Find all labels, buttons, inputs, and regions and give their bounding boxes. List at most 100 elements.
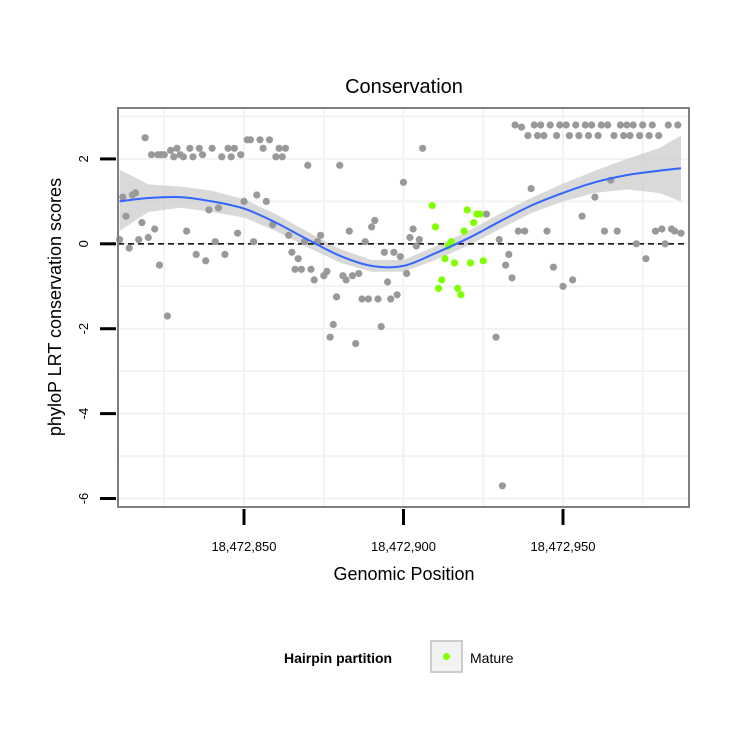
data-point-other [671, 227, 679, 235]
data-point-other [214, 204, 223, 212]
data-point-other [514, 227, 522, 235]
data-point-other [527, 185, 535, 193]
data-point-other [578, 212, 586, 220]
data-point-other [530, 121, 538, 129]
data-point-mature [428, 202, 436, 210]
data-point-other [183, 227, 191, 235]
y-axis-title: phyloP LRT conservation scores [45, 178, 65, 436]
data-point-other [195, 144, 203, 152]
y-axis: -6 -4 -2 0 2 [76, 155, 116, 504]
data-point-other [272, 153, 280, 161]
data-point-other [329, 320, 337, 329]
smooth-fit-line [119, 167, 682, 269]
data-point-other [390, 248, 398, 256]
data-point-other [265, 136, 274, 144]
data-point-other [562, 121, 570, 129]
data-point-mature [431, 223, 439, 231]
data-point-other [495, 236, 503, 244]
data-point-other [227, 153, 235, 161]
data-point-mature [435, 284, 443, 292]
data-point-other [179, 153, 187, 161]
data-point-mature [438, 276, 446, 284]
data-point-other [230, 144, 238, 152]
data-point-other [256, 136, 264, 144]
data-point-other [632, 240, 641, 248]
data-point-other [639, 121, 647, 129]
data-point-other [498, 482, 506, 490]
data-point-other [262, 197, 270, 205]
data-point-other [559, 282, 567, 290]
data-point-other [291, 265, 299, 273]
data-point-other [326, 333, 334, 341]
data-point-other [537, 121, 545, 129]
data-point-other [221, 250, 229, 258]
data-point-other [141, 134, 149, 142]
data-point-other [492, 333, 500, 341]
y-tick-label: -6 [76, 493, 91, 505]
data-point-other [135, 236, 143, 244]
data-point-other [636, 132, 644, 140]
data-point-other [419, 144, 427, 152]
data-point-other [119, 193, 127, 201]
data-point-other [240, 197, 248, 205]
data-point-other [310, 276, 318, 284]
data-point-other [626, 132, 634, 140]
data-point-other [651, 227, 660, 235]
data-point-other [380, 248, 388, 256]
data-point-other [275, 144, 283, 152]
data-point-other [211, 238, 219, 246]
data-point-other [125, 244, 133, 252]
data-point-other [387, 295, 395, 303]
data-point-other [294, 255, 302, 263]
data-point-other [384, 278, 392, 286]
data-point-other [253, 191, 261, 199]
data-point-other [288, 248, 296, 256]
data-point-other [332, 293, 341, 301]
panel-border [117, 107, 690, 508]
data-point-mature [463, 206, 471, 214]
data-point-other [565, 132, 574, 140]
data-point-other [616, 121, 625, 129]
data-point-other [355, 269, 363, 278]
data-point-other [358, 295, 366, 303]
data-point-other [588, 121, 596, 129]
confidence-ribbon-layer [119, 135, 682, 272]
data-point-other [218, 153, 226, 161]
data-point-other [623, 121, 631, 129]
data-point-other [281, 144, 290, 152]
confidence-ribbon [119, 135, 682, 272]
data-point-other [546, 121, 554, 129]
y-tick-label: -4 [76, 408, 91, 420]
data-point-other [317, 231, 325, 239]
data-point-other [482, 210, 490, 218]
legend-title: Hairpin partition [284, 650, 392, 666]
data-point-other [138, 219, 146, 227]
data-point-mature [460, 227, 468, 235]
x-axis-title: Genomic Position [333, 564, 474, 584]
data-point-other [648, 121, 656, 129]
data-point-other [591, 193, 599, 201]
data-point-other [189, 153, 197, 161]
data-point-other [533, 132, 542, 140]
data-point-other [371, 216, 379, 225]
data-point-other [508, 274, 516, 282]
data-point-mature [470, 219, 478, 227]
data-point-other [361, 238, 369, 246]
data-point-other [517, 123, 526, 131]
data-point-other [396, 253, 404, 261]
data-point-other [198, 151, 207, 159]
data-point-other [237, 151, 245, 159]
data-point-mature [466, 259, 475, 267]
data-point-other [250, 238, 258, 246]
data-point-other [600, 227, 609, 235]
data-point-mature [454, 284, 462, 292]
data-point-other [173, 144, 181, 152]
data-point-other [604, 121, 612, 129]
data-point-other [186, 144, 194, 152]
x-axis: 18,472,850 18,472,900 18,472,950 [211, 509, 596, 554]
y-tick-label: -2 [76, 323, 91, 335]
data-point-other [131, 189, 140, 197]
x-tick-label: 18,472,850 [211, 539, 276, 554]
data-point-other [160, 151, 168, 159]
